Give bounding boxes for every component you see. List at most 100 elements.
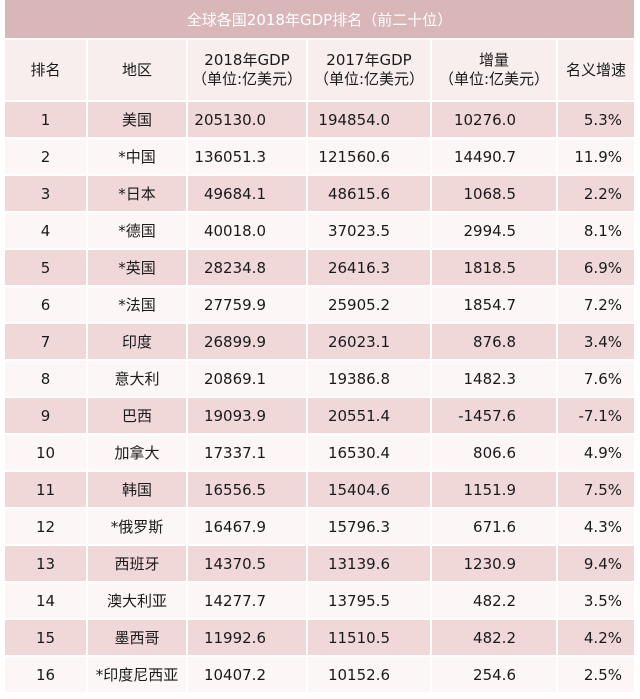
header-gdp-2018-label: 2018年GDP xyxy=(204,51,290,69)
cell-region: *印度尼西亚 xyxy=(88,657,188,694)
cell-gdp-2018: 14370.5 xyxy=(188,546,308,583)
cell-rank: 9 xyxy=(5,398,88,435)
cell-gdp-2017: 121560.6 xyxy=(308,139,432,176)
cell-region: 加拿大 xyxy=(88,435,188,472)
cell-growth-rate: -7.1% xyxy=(558,398,634,435)
cell-gdp-2018: 20869.1 xyxy=(188,361,308,398)
cell-gdp-2018: 16556.5 xyxy=(188,472,308,509)
cell-gdp-2017: 20551.4 xyxy=(308,398,432,435)
header-region-label: 地区 xyxy=(121,60,152,79)
cell-growth-rate: 4.2% xyxy=(558,620,634,657)
cell-region: *俄罗斯 xyxy=(88,509,188,546)
cell-increase: 1854.7 xyxy=(432,287,558,324)
cell-gdp-2018: 10407.2 xyxy=(188,657,308,694)
table-row: 1 美国 205130.0 194854.0 10276.0 5.3% xyxy=(5,102,634,139)
cell-growth-rate: 2.5% xyxy=(558,657,634,694)
cell-rank: 13 xyxy=(5,546,88,583)
cell-gdp-2018: 26899.9 xyxy=(188,324,308,361)
cell-growth-rate: 5.3% xyxy=(558,102,634,139)
cell-rank: 6 xyxy=(5,287,88,324)
header-gdp-2018-unit: （单位:亿美元） xyxy=(191,70,303,88)
cell-increase: 671.6 xyxy=(432,509,558,546)
cell-gdp-2017: 15404.6 xyxy=(308,472,432,509)
table-row: 12 *俄罗斯 16467.9 15796.3 671.6 4.3% xyxy=(5,509,634,546)
cell-increase: 10276.0 xyxy=(432,102,558,139)
table-row: 3 *日本 49684.1 48615.6 1068.5 2.2% xyxy=(5,176,634,213)
gdp-ranking-table: 排名 地区 2018年GDP （单位:亿美元） 2017年GDP （单位:亿美元… xyxy=(5,40,634,694)
header-gdp-2017-unit: （单位:亿美元） xyxy=(313,70,425,88)
cell-gdp-2017: 16530.4 xyxy=(308,435,432,472)
cell-gdp-2018: 205130.0 xyxy=(188,102,308,139)
header-rank-label: 排名 xyxy=(30,60,61,79)
cell-gdp-2018: 16467.9 xyxy=(188,509,308,546)
cell-increase: 2994.5 xyxy=(432,213,558,250)
cell-growth-rate: 11.9% xyxy=(558,139,634,176)
cell-growth-rate: 2.2% xyxy=(558,176,634,213)
table-row: 10 加拿大 17337.1 16530.4 806.6 4.9% xyxy=(5,435,634,472)
cell-gdp-2018: 11992.6 xyxy=(188,620,308,657)
cell-growth-rate: 6.9% xyxy=(558,250,634,287)
cell-rank: 12 xyxy=(5,509,88,546)
header-increase-label: 增量 xyxy=(478,51,509,69)
table-header: 排名 地区 2018年GDP （单位:亿美元） 2017年GDP （单位:亿美元… xyxy=(5,40,634,102)
table-row: 6 *法国 27759.9 25905.2 1854.7 7.2% xyxy=(5,287,634,324)
cell-increase: 1068.5 xyxy=(432,176,558,213)
cell-increase: 1230.9 xyxy=(432,546,558,583)
table-row: 8 意大利 20869.1 19386.8 1482.3 7.6% xyxy=(5,361,634,398)
table-row: 11 韩国 16556.5 15404.6 1151.9 7.5% xyxy=(5,472,634,509)
cell-rank: 14 xyxy=(5,583,88,620)
header-increase-unit: （单位:亿美元） xyxy=(438,70,550,88)
table-body: 1 美国 205130.0 194854.0 10276.0 5.3% 2 *中国 136051… xyxy=(5,102,634,694)
header-gdp-2018: 2018年GDP （单位:亿美元） xyxy=(188,40,308,102)
cell-region: 巴西 xyxy=(88,398,188,435)
cell-increase: 1151.9 xyxy=(432,472,558,509)
cell-gdp-2018: 136051.3 xyxy=(188,139,308,176)
cell-rank: 3 xyxy=(5,176,88,213)
cell-gdp-2017: 15796.3 xyxy=(308,509,432,546)
cell-growth-rate: 3.4% xyxy=(558,324,634,361)
cell-gdp-2017: 19386.8 xyxy=(308,361,432,398)
cell-growth-rate: 9.4% xyxy=(558,546,634,583)
cell-gdp-2017: 194854.0 xyxy=(308,102,432,139)
cell-rank: 10 xyxy=(5,435,88,472)
cell-growth-rate: 4.9% xyxy=(558,435,634,472)
header-region: 地区 xyxy=(88,40,188,102)
table-row: 5 *英国 28234.8 26416.3 1818.5 6.9% xyxy=(5,250,634,287)
header-row: 排名 地区 2018年GDP （单位:亿美元） 2017年GDP （单位:亿美元… xyxy=(5,40,634,102)
cell-gdp-2018: 27759.9 xyxy=(188,287,308,324)
cell-gdp-2017: 26023.1 xyxy=(308,324,432,361)
cell-rank: 8 xyxy=(5,361,88,398)
cell-rank: 2 xyxy=(5,139,88,176)
cell-region: 美国 xyxy=(88,102,188,139)
cell-rank: 4 xyxy=(5,213,88,250)
table-title: 全球各国2018年GDP排名（前二十位） xyxy=(5,0,634,40)
cell-region: 西班牙 xyxy=(88,546,188,583)
cell-increase: 1482.3 xyxy=(432,361,558,398)
cell-gdp-2018: 28234.8 xyxy=(188,250,308,287)
cell-region: 澳大利亚 xyxy=(88,583,188,620)
cell-gdp-2018: 40018.0 xyxy=(188,213,308,250)
cell-increase: 876.8 xyxy=(432,324,558,361)
header-rank: 排名 xyxy=(5,40,88,102)
cell-gdp-2017: 48615.6 xyxy=(308,176,432,213)
cell-region: 意大利 xyxy=(88,361,188,398)
cell-increase: 14490.7 xyxy=(432,139,558,176)
cell-gdp-2017: 25905.2 xyxy=(308,287,432,324)
cell-gdp-2018: 17337.1 xyxy=(188,435,308,472)
cell-gdp-2017: 13795.5 xyxy=(308,583,432,620)
table-row: 2 *中国 136051.3 121560.6 14490.7 11.9% xyxy=(5,139,634,176)
cell-increase: -1457.6 xyxy=(432,398,558,435)
table-row: 15 墨西哥 11992.6 11510.5 482.2 4.2% xyxy=(5,620,634,657)
cell-gdp-2017: 37023.5 xyxy=(308,213,432,250)
cell-rank: 7 xyxy=(5,324,88,361)
cell-growth-rate: 7.5% xyxy=(558,472,634,509)
header-gdp-2017: 2017年GDP （单位:亿美元） xyxy=(308,40,432,102)
cell-region: *日本 xyxy=(88,176,188,213)
header-growth-rate-label: 名义增速 xyxy=(565,60,626,79)
cell-rank: 15 xyxy=(5,620,88,657)
cell-rank: 11 xyxy=(5,472,88,509)
table-row: 14 澳大利亚 14277.7 13795.5 482.2 3.5% xyxy=(5,583,634,620)
cell-region: 墨西哥 xyxy=(88,620,188,657)
cell-growth-rate: 7.2% xyxy=(558,287,634,324)
